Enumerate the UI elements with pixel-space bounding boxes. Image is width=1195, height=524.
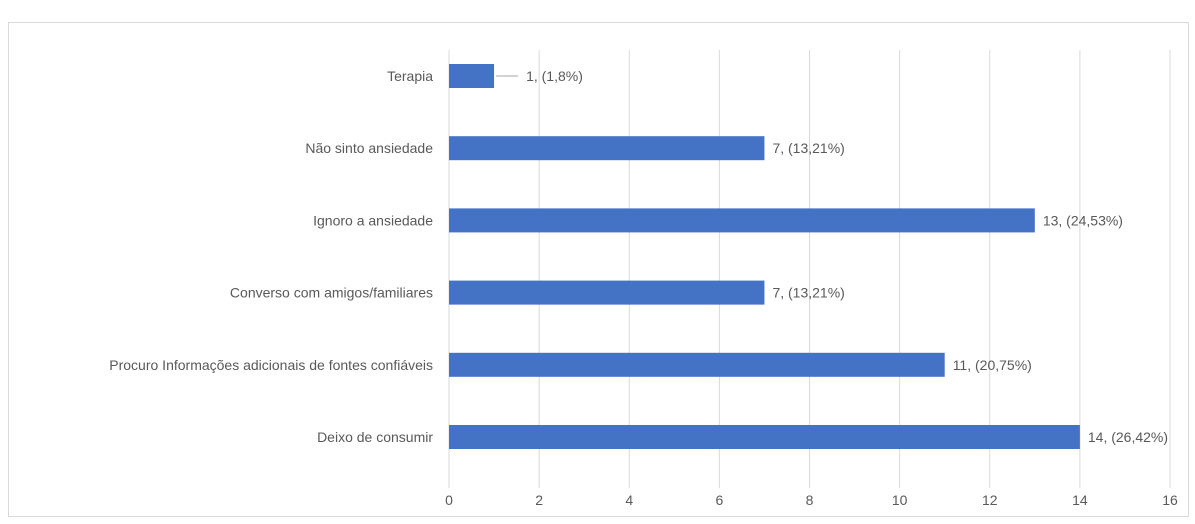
data-label: 13, (24,53%) [1043,212,1123,228]
category-label: Converso com amigos/familiares [230,285,433,301]
chart-border [8,22,1189,517]
x-tick-label: 8 [806,492,814,508]
data-label: 7, (13,21%) [772,140,844,156]
category-label: Terapia [387,68,433,84]
bar [449,136,765,161]
x-tick-label: 10 [892,492,908,508]
category-label: Procuro Informações adicionais de fontes… [109,357,433,373]
x-tick-label: 16 [1162,492,1178,508]
data-label: 14, (26,42%) [1088,429,1168,445]
x-tick-label: 14 [1072,492,1088,508]
category-labels: Terapia Não sinto ansiedade Ignoro a ansie… [109,68,433,445]
bar [449,280,765,305]
bar [449,352,945,377]
bar [449,64,495,88]
data-label: 7, (13,21%) [772,285,844,301]
category-label: Não sinto ansiedade [305,140,433,156]
bar [449,208,1035,233]
x-tick-label: 0 [445,492,453,508]
bar [449,425,1080,449]
data-label: 1, (1,8%) [526,68,583,84]
data-label: 11, (20,75%) [953,357,1032,373]
x-tick-label: 2 [535,492,543,508]
bars [449,64,1080,449]
x-axis-tick-labels: 0 2 4 6 8 10 12 14 16 [445,492,1178,508]
gridlines [448,50,1171,488]
category-label: Ignoro a ansiedade [313,212,433,228]
x-tick-label: 12 [982,492,998,508]
x-tick-label: 4 [625,492,633,508]
category-label: Deixo de consumir [317,429,433,445]
data-labels: 1, (1,8%) 7, (13,21%) 13, (24,53%) 7, (13,2… [496,68,1168,445]
x-tick-label: 6 [715,492,723,508]
